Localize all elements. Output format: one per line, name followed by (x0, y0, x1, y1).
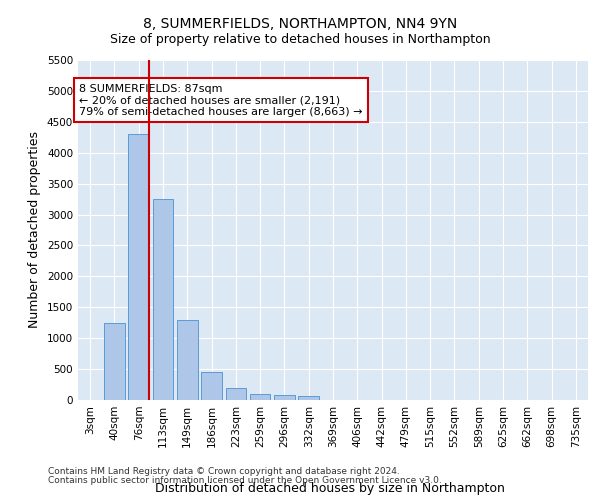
Text: Contains public sector information licensed under the Open Government Licence v3: Contains public sector information licen… (48, 476, 442, 485)
Text: 8 SUMMERFIELDS: 87sqm
← 20% of detached houses are smaller (2,191)
79% of semi-d: 8 SUMMERFIELDS: 87sqm ← 20% of detached … (79, 84, 363, 117)
Text: 8, SUMMERFIELDS, NORTHAMPTON, NN4 9YN: 8, SUMMERFIELDS, NORTHAMPTON, NN4 9YN (143, 18, 457, 32)
Bar (298, 396, 319, 400)
Text: Distribution of detached houses by size in Northampton: Distribution of detached houses by size … (155, 482, 505, 495)
Bar (128, 134, 149, 400)
Bar (226, 388, 246, 400)
Y-axis label: Number of detached properties: Number of detached properties (28, 132, 41, 328)
Bar (104, 322, 125, 400)
Bar (177, 320, 197, 400)
Bar (201, 372, 222, 400)
Bar (274, 395, 295, 400)
Text: Contains HM Land Registry data © Crown copyright and database right 2024.: Contains HM Land Registry data © Crown c… (48, 467, 400, 476)
Bar (152, 199, 173, 400)
Text: Size of property relative to detached houses in Northampton: Size of property relative to detached ho… (110, 32, 490, 46)
Bar (250, 394, 271, 400)
